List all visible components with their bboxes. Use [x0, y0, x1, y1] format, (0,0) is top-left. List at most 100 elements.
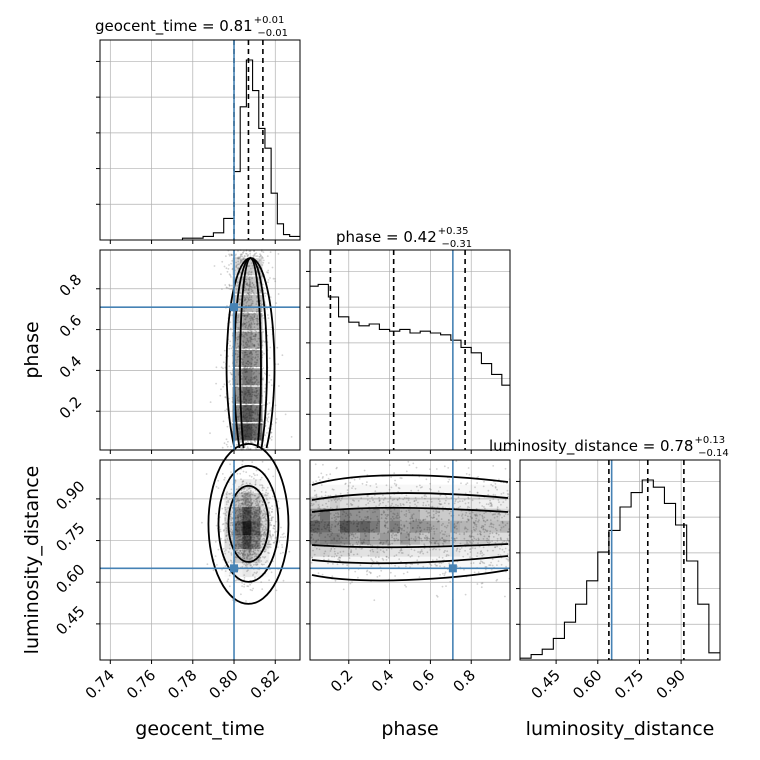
- sample-point: [271, 505, 273, 508]
- sample-point: [449, 580, 452, 583]
- sample-point: [229, 463, 232, 466]
- sample-point: [237, 281, 239, 284]
- sample-point: [238, 432, 241, 435]
- sample-point: [271, 511, 273, 513]
- sample-point: [439, 573, 441, 576]
- sample-point: [405, 470, 408, 473]
- sample-point: [255, 303, 258, 305]
- sample-point: [248, 265, 251, 267]
- sample-point: [270, 538, 273, 540]
- sample-point: [260, 250, 263, 253]
- sample-point: [258, 291, 261, 294]
- sample-point: [255, 361, 257, 364]
- sample-point: [256, 359, 259, 362]
- sample-point: [259, 254, 262, 257]
- sample-point: [245, 341, 248, 344]
- sample-point: [241, 325, 244, 327]
- sample-point: [256, 308, 258, 311]
- sample-point: [250, 296, 253, 298]
- sample-point: [256, 327, 259, 330]
- sample-point: [245, 252, 247, 255]
- sample-point: [243, 299, 246, 302]
- sample-point: [201, 521, 203, 524]
- sample-point: [222, 361, 225, 364]
- sample-point: [241, 498, 244, 501]
- sample-point: [238, 256, 240, 258]
- sample-point: [248, 270, 251, 273]
- sample-point: [247, 360, 249, 363]
- title-phase: phase = 0.42+0.35 −0.31: [336, 226, 472, 250]
- sample-point: [250, 329, 253, 331]
- sample-point: [373, 599, 376, 602]
- sample-point: [229, 344, 232, 347]
- sample-point: [239, 302, 242, 304]
- sample-point: [269, 277, 271, 279]
- density-cell: [420, 485, 430, 497]
- sample-point: [243, 323, 246, 325]
- sample-point: [239, 292, 242, 294]
- sample-point: [250, 504, 253, 506]
- sample-point: [268, 381, 271, 384]
- sample-point: [234, 365, 237, 368]
- sample-point: [236, 353, 239, 356]
- sample-point: [236, 397, 239, 400]
- sample-point: [261, 303, 263, 306]
- density-cell: [252, 350, 263, 367]
- sample-point: [252, 335, 255, 338]
- sample-point: [267, 269, 270, 272]
- sample-point: [255, 348, 257, 351]
- sample-point: [253, 316, 256, 318]
- sample-point: [435, 468, 438, 470]
- sample-point: [222, 523, 225, 525]
- sample-point: [247, 274, 250, 276]
- sample-point: [274, 404, 277, 407]
- sample-point: [229, 288, 232, 290]
- sample-point: [228, 381, 230, 384]
- sample-point: [224, 284, 227, 286]
- sample-point: [239, 255, 242, 258]
- sample-point: [249, 340, 252, 343]
- sample-point: [407, 460, 410, 463]
- sample-point: [267, 271, 269, 274]
- sample-point: [257, 519, 259, 521]
- sample-point: [246, 289, 248, 291]
- sample-point: [231, 354, 234, 357]
- sample-point: [260, 476, 263, 479]
- sample-point: [240, 391, 243, 393]
- sample-point: [235, 361, 238, 363]
- sample-point: [254, 380, 257, 383]
- sample-point: [443, 465, 446, 468]
- sample-point: [217, 548, 220, 551]
- density-cell: [251, 563, 261, 578]
- density-cell: [251, 521, 261, 536]
- sample-point: [269, 533, 271, 535]
- sample-point: [250, 271, 253, 274]
- sample-point: [240, 478, 242, 481]
- sample-point: [358, 478, 361, 480]
- sample-point: [236, 444, 239, 446]
- sample-point: [253, 364, 256, 366]
- sample-point: [255, 392, 258, 394]
- sample-point: [255, 391, 257, 394]
- density-cell: [310, 520, 320, 533]
- sample-point: [320, 472, 323, 475]
- sample-point: [250, 304, 253, 306]
- density-cell: [252, 386, 263, 404]
- sample-point: [281, 546, 284, 549]
- sample-point: [238, 298, 241, 301]
- sample-point: [235, 394, 238, 397]
- sample-point: [418, 576, 421, 578]
- sample-point: [402, 572, 405, 575]
- density-cell: [330, 520, 340, 533]
- sample-point: [236, 472, 239, 475]
- sample-point: [255, 387, 258, 390]
- sample-point: [246, 360, 249, 363]
- sample-point: [252, 293, 255, 295]
- x-tick-label: 0.2: [327, 666, 357, 696]
- sample-point: [234, 353, 237, 355]
- sample-point: [236, 383, 239, 386]
- sample-point: [244, 351, 246, 354]
- sample-point: [240, 259, 242, 262]
- sample-point: [237, 257, 240, 260]
- sample-point: [248, 299, 251, 301]
